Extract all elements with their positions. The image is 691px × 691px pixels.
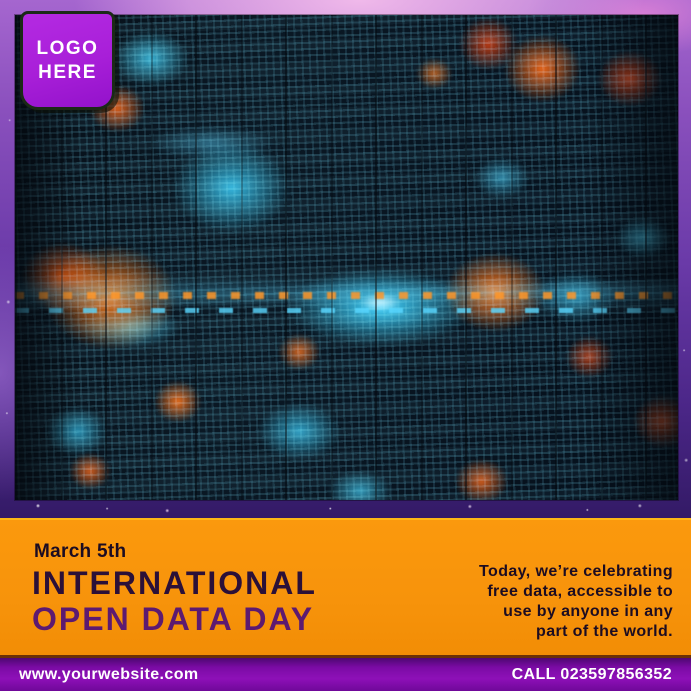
logo-badge-line2: HERE bbox=[38, 61, 97, 83]
phone-text: CALL 023597856352 bbox=[511, 665, 672, 683]
event-band: March 5th INTERNATIONAL OPEN DATA DAY To… bbox=[0, 518, 691, 658]
event-description-line: Today, we’re celebrating bbox=[479, 563, 673, 580]
event-description-line: free data, accessible to bbox=[487, 583, 673, 600]
footer-bar: www.yourwebsite.com CALL 023597856352 bbox=[0, 658, 691, 691]
event-description-line: use by anyone in any bbox=[503, 603, 673, 620]
logo-badge: LOGO HERE bbox=[20, 11, 115, 110]
event-title-line1: INTERNATIONAL bbox=[32, 565, 317, 601]
event-date: March 5th bbox=[34, 541, 127, 562]
logo-badge-line1: LOGO bbox=[36, 37, 99, 59]
event-description-line: part of the world. bbox=[536, 623, 673, 640]
event-description: Today, we’re celebrating free data, acce… bbox=[479, 562, 673, 642]
event-title-line2: OPEN DATA DAY bbox=[32, 601, 315, 637]
website-text: www.yourwebsite.com bbox=[19, 665, 199, 683]
hero-vignette bbox=[15, 15, 678, 500]
hero-image bbox=[15, 15, 678, 500]
